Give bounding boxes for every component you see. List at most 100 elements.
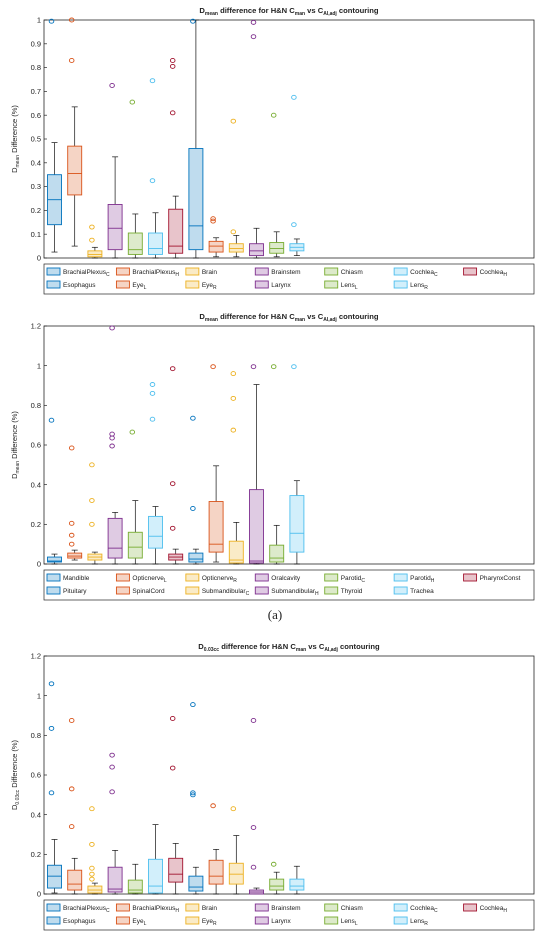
outlier-point bbox=[68, 520, 75, 526]
box-10 bbox=[249, 364, 264, 565]
y-tick-label: 1 bbox=[37, 691, 41, 700]
legend-label: OpticnerveR bbox=[202, 575, 237, 584]
y-tick-label: 0.8 bbox=[31, 731, 41, 740]
y-axis-label: Dmean Difference (%) bbox=[10, 105, 21, 173]
y-tick-label: 0.6 bbox=[31, 111, 41, 120]
outlier-point bbox=[210, 216, 216, 222]
outlier-point bbox=[250, 34, 257, 40]
box-5 bbox=[148, 382, 163, 565]
outlier-point bbox=[89, 462, 95, 468]
legend-swatch bbox=[115, 586, 130, 595]
legend-label: ParotidH bbox=[410, 575, 435, 584]
y-tick-label: 0 bbox=[37, 254, 41, 263]
legend-label: LensR bbox=[410, 282, 428, 291]
legend-label: LensR bbox=[410, 918, 428, 927]
outlier-point bbox=[89, 841, 95, 847]
legend-label: Chiasm bbox=[341, 269, 363, 276]
box-12 bbox=[289, 364, 305, 565]
box-6 bbox=[168, 58, 184, 259]
outlier-point bbox=[190, 415, 196, 421]
outlier-point bbox=[48, 790, 55, 796]
box-chart-dmean-1: Dmean difference for H&N Cman vs CAI,adj… bbox=[10, 6, 535, 295]
box-iqr bbox=[127, 531, 143, 559]
box-iqr bbox=[228, 862, 244, 885]
y-tick-label: 0 bbox=[37, 890, 41, 899]
chart-panel-3: D0.03cc difference for H&N Cman vs CAI,a… bbox=[0, 636, 550, 936]
outlier-point bbox=[89, 806, 95, 812]
outlier-point bbox=[89, 865, 95, 871]
outlier-point bbox=[89, 521, 95, 527]
box-iqr bbox=[208, 859, 224, 885]
outlier-point bbox=[68, 532, 75, 538]
box-11 bbox=[269, 364, 285, 565]
box-8 bbox=[208, 216, 224, 258]
outlier-point bbox=[149, 416, 156, 422]
outlier-point bbox=[190, 792, 196, 798]
legend-swatch bbox=[393, 573, 408, 582]
box-iqr bbox=[107, 203, 123, 251]
outlier-point bbox=[250, 864, 257, 870]
y-tick-label: 0.4 bbox=[31, 158, 41, 167]
box-2 bbox=[87, 224, 103, 259]
box-0 bbox=[47, 417, 62, 565]
box-iqr bbox=[228, 540, 244, 564]
legend-label: SubmandibularH bbox=[271, 588, 319, 597]
outlier-point bbox=[68, 786, 75, 792]
legend-label: OpticnerveL bbox=[132, 575, 166, 584]
box-iqr bbox=[168, 208, 184, 254]
y-tick-label: 0.2 bbox=[31, 850, 41, 859]
legend-swatch bbox=[324, 916, 339, 925]
box-12 bbox=[289, 94, 305, 256]
outlier-point bbox=[190, 702, 196, 708]
outlier-point bbox=[109, 82, 115, 88]
box-11 bbox=[269, 861, 285, 895]
outlier-point bbox=[250, 364, 257, 370]
legend-label: Larynx bbox=[271, 282, 291, 289]
box-iqr bbox=[188, 148, 204, 251]
outlier-point bbox=[109, 325, 115, 331]
legend-swatch bbox=[254, 916, 269, 925]
legend-label: Larynx bbox=[271, 918, 291, 925]
legend-swatch bbox=[324, 573, 339, 582]
box-iqr bbox=[67, 145, 83, 196]
legend-label: Mandible bbox=[63, 575, 90, 582]
outlier-point bbox=[48, 417, 55, 423]
outlier-point bbox=[190, 18, 196, 24]
outlier-point bbox=[89, 224, 95, 230]
outlier-point bbox=[149, 78, 156, 84]
legend-label: BrachialPlexusH bbox=[132, 905, 179, 914]
outlier-point bbox=[89, 876, 95, 882]
outlier-point bbox=[250, 718, 257, 723]
chart-title: Dmean difference for H&N Cman vs CAI,adj… bbox=[199, 6, 379, 17]
box-6 bbox=[168, 366, 184, 565]
box-iqr bbox=[168, 857, 184, 883]
legend-label: EyeL bbox=[132, 918, 146, 927]
outlier-point bbox=[89, 871, 95, 877]
legend-swatch bbox=[463, 573, 478, 582]
legend-swatch bbox=[115, 267, 130, 276]
outlier-point bbox=[250, 825, 257, 831]
chart-title: Dmean difference for H&N Cman vs CAI,adj… bbox=[199, 312, 379, 323]
outlier-point bbox=[169, 481, 176, 487]
legend-swatch bbox=[254, 267, 269, 276]
outlier-point bbox=[169, 366, 176, 372]
outlier-point bbox=[230, 118, 237, 124]
legend-label: CochleaC bbox=[410, 905, 438, 914]
outlier-point bbox=[270, 364, 277, 370]
outlier-point bbox=[169, 525, 176, 531]
y-tick-label: 1.2 bbox=[31, 322, 41, 331]
legend-label: Esophagus bbox=[63, 282, 96, 289]
figure-sublabel: (a) bbox=[267, 607, 283, 622]
box-11 bbox=[269, 112, 285, 258]
legend-swatch bbox=[115, 573, 130, 582]
outlier-point bbox=[68, 824, 75, 830]
legend: Mandible OpticnerveL OpticnerveR Oralcavity… bbox=[43, 569, 535, 601]
legend-swatch bbox=[46, 586, 61, 595]
outlier-point bbox=[210, 364, 216, 370]
legend-swatch bbox=[393, 280, 408, 289]
outlier-point bbox=[149, 178, 156, 184]
box-2 bbox=[87, 806, 103, 895]
legend-swatch bbox=[254, 573, 269, 582]
box-4 bbox=[127, 429, 143, 565]
box-iqr bbox=[107, 517, 123, 559]
